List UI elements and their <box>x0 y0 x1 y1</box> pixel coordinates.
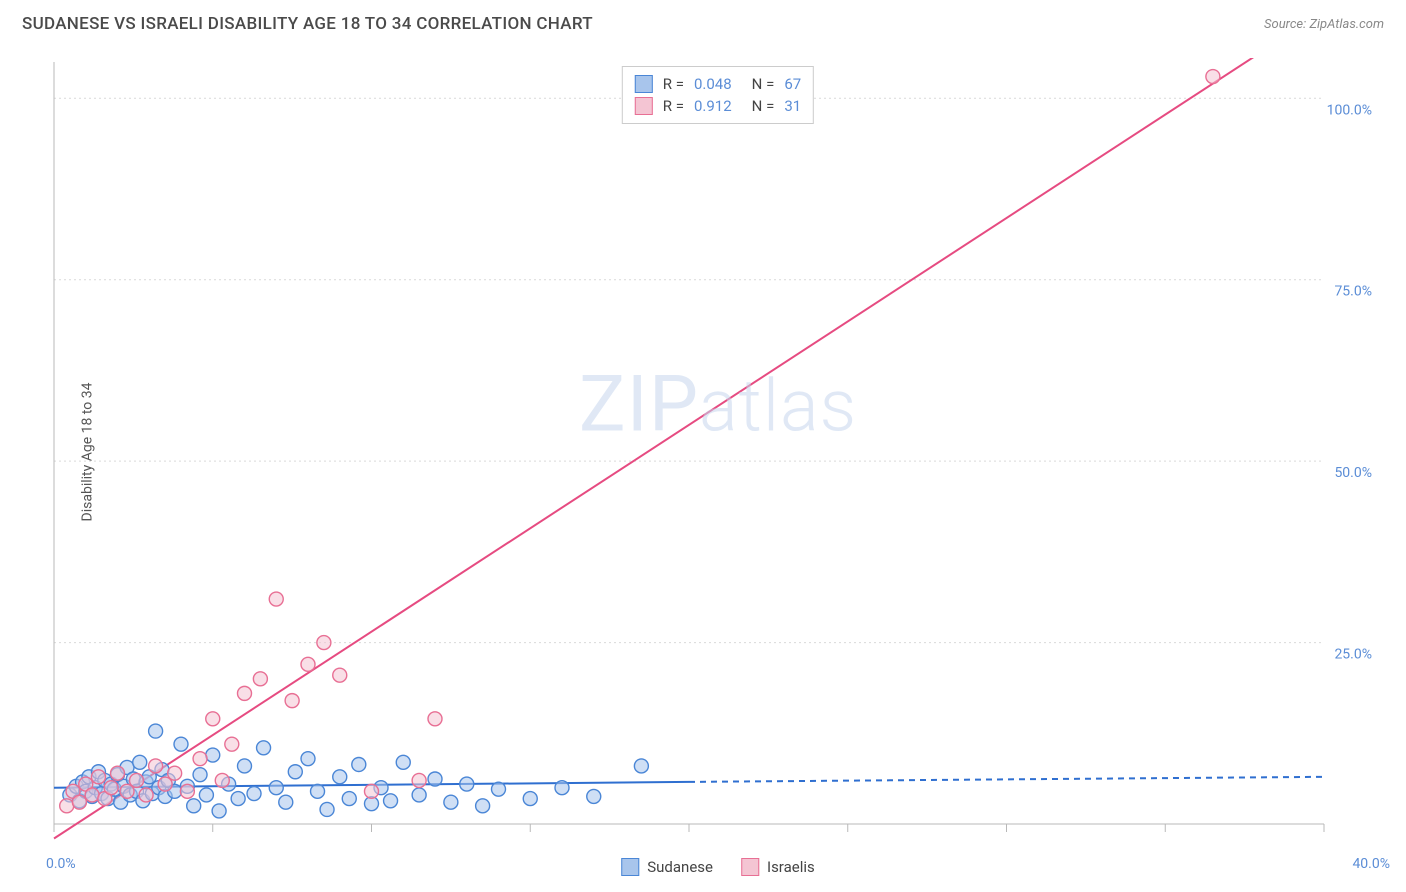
legend-swatch <box>621 858 639 876</box>
stat-legend: R = 0.048 N = 67 R = 0.912 N = 31 <box>622 66 814 124</box>
stat-r-value: 0.912 <box>694 97 732 115</box>
legend-swatch <box>741 858 759 876</box>
svg-text:25.0%: 25.0% <box>1334 647 1372 663</box>
legend-label: Sudanese <box>647 858 713 876</box>
stat-r-value: 0.048 <box>694 75 732 93</box>
chart-header: SUDANESE VS ISRAELI DISABILITY AGE 18 TO… <box>0 0 1406 44</box>
chart-title: SUDANESE VS ISRAELI DISABILITY AGE 18 TO… <box>22 14 593 34</box>
legend-swatch <box>635 75 653 93</box>
x-max-tick-label: 40.0% <box>1352 856 1390 872</box>
stat-legend-row: R = 0.048 N = 67 <box>635 73 801 95</box>
bottom-legend-item: Sudanese <box>621 858 713 876</box>
source-label: Source: ZipAtlas.com <box>1264 17 1384 32</box>
stat-n-value: 31 <box>784 97 801 115</box>
svg-text:100.0%: 100.0% <box>1327 102 1372 118</box>
stat-legend-row: R = 0.912 N = 31 <box>635 95 801 117</box>
svg-text:75.0%: 75.0% <box>1334 284 1372 300</box>
chart-area: Disability Age 18 to 34 25.0%50.0%75.0%1… <box>52 58 1384 846</box>
stat-n-label: N = <box>752 97 775 115</box>
svg-text:50.0%: 50.0% <box>1334 465 1372 481</box>
stat-r-label: R = <box>663 75 684 93</box>
stat-n-value: 67 <box>784 75 801 93</box>
legend-swatch <box>635 97 653 115</box>
scatter-plot: 25.0% 50.0% 75.0% 100.0% <box>52 58 1384 846</box>
legend-label: Israelis <box>767 858 815 876</box>
bottom-legend-item: Israelis <box>741 858 815 876</box>
origin-tick-label: 0.0% <box>46 856 76 872</box>
stat-n-label: N = <box>752 75 775 93</box>
bottom-legend: Sudanese Israelis <box>621 858 815 876</box>
stat-r-label: R = <box>663 97 684 115</box>
